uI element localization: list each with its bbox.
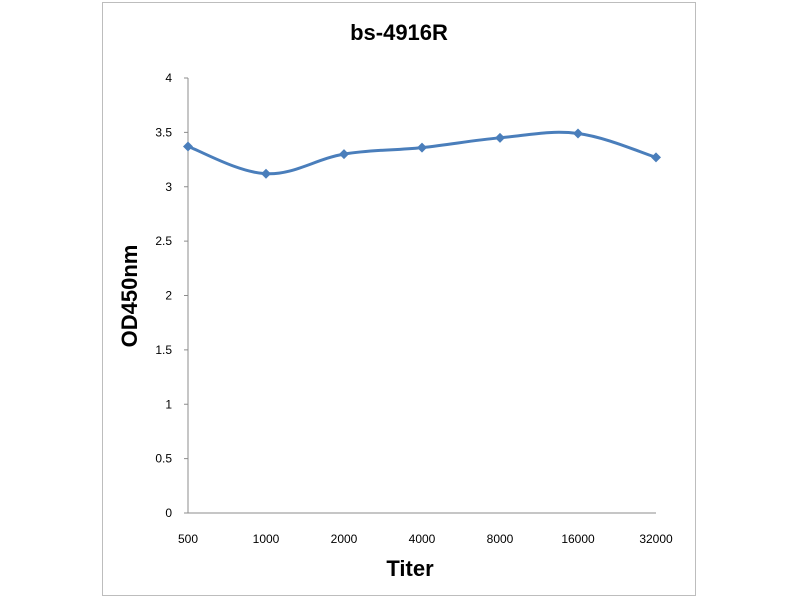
y-tick-label: 4 [165,71,172,85]
x-axis-ticks: 500 1000 2000 4000 8000 16000 32000 [178,532,673,546]
x-tick-label: 32000 [639,532,673,546]
series-line [186,130,658,176]
y-tick-label: 2 [165,289,172,303]
y-tick-label: 3 [165,180,172,194]
chart-title: bs-4916R [350,20,448,45]
y-tick-label: 1 [165,397,172,411]
y-tick-label: 2.5 [155,234,172,248]
x-tick-label: 8000 [487,532,514,546]
x-axis-label: Titer [386,556,434,581]
y-tick-label: 0 [165,506,172,520]
data-points [183,128,661,179]
y-axis-label: OD450nm [117,245,142,348]
x-tick-label: 4000 [409,532,436,546]
data-point-marker [417,142,427,153]
y-tick-label: 3.5 [155,125,172,139]
data-point-marker [183,141,193,152]
x-tick-label: 2000 [331,532,358,546]
data-point-marker [339,149,349,160]
data-point-marker [495,132,505,143]
data-point-marker [651,152,661,163]
y-axis-ticks: 0 0.5 1 1.5 2 2.5 3 3.5 4 [155,71,188,520]
x-tick-label: 500 [178,532,198,546]
data-point-marker [261,168,271,179]
x-tick-label: 1000 [253,532,280,546]
y-tick-label: 1.5 [155,343,172,357]
data-point-marker [573,128,583,139]
x-tick-label: 16000 [561,532,595,546]
chart-frame [102,2,696,596]
y-tick-label: 0.5 [155,452,172,466]
